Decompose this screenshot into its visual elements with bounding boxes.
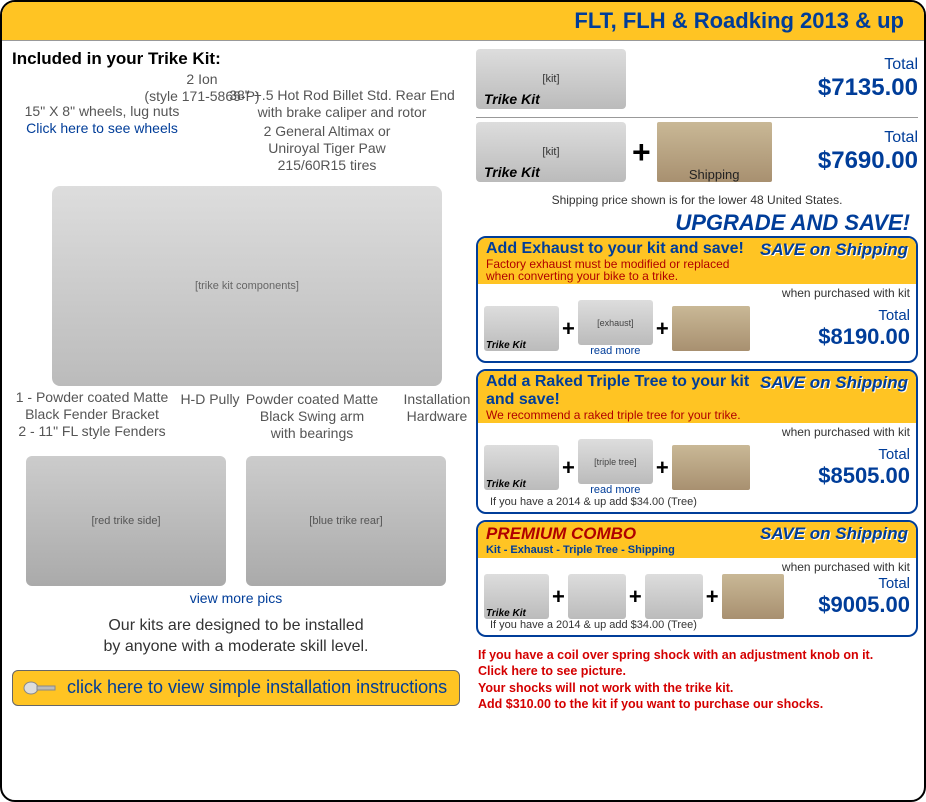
tree-thumb [645,574,703,619]
tree-bundle: Add a Raked Triple Tree to your kit and … [476,369,918,514]
save-shipping-badge: SAVE on Shipping [760,524,908,544]
bike-image-rear: [blue trike rear] [246,456,446,586]
exhaust-bundle: Add Exhaust to your kit and save! Factor… [476,236,918,363]
plus-icon: + [562,455,575,481]
ship-thumb-small [672,306,750,351]
kit-thumb-small: Trike Kit [484,574,549,619]
callout-wheels: 15" X 8" wheels, lug nuts Click here to … [12,103,192,137]
kit-only-price: Total $7135.00 [818,56,918,102]
kit-ship-row: [kit]Trike Kit + Shipping Total $7690.00 [476,118,918,190]
tree-price: Total $8505.00 [818,446,910,489]
page-header: FLT, FLH & Roadking 2013 & up [2,2,924,41]
callout-fender: 1 - Powder coated Matte Black Fender Bra… [7,389,177,439]
premium-title: PREMIUM COMBO [486,524,760,544]
premium-note: If you have a 2014 & up add $34.00 (Tree… [484,619,910,631]
diagram-callouts: 2 Ion (style 171-5865-P) 15" X 8" wheels… [12,71,460,451]
plus-icon: + [656,316,669,342]
install-instructions-button[interactable]: click here to view simple installation i… [12,670,460,706]
plus-icon: + [706,584,719,610]
read-more-link[interactable]: read more [578,345,653,357]
ship-note: Shipping price shown is for the lower 48… [476,193,918,207]
plus-icon: + [562,316,575,342]
see-picture-link[interactable]: Click here to see picture. [478,663,916,679]
bundle-header: PREMIUM COMBO Kit - Exhaust - Triple Tre… [478,522,916,558]
kit-thumb-small: Trike Kit [484,306,559,351]
premium-bundle: PREMIUM COMBO Kit - Exhaust - Triple Tre… [476,520,918,637]
plus-icon: + [656,455,669,481]
premium-sub: Kit - Exhaust - Triple Tree - Shipping [486,544,760,556]
exhaust-price: Total $8190.00 [818,307,910,350]
trike-kit-image: [trike kit components] [52,186,442,386]
product-page: FLT, FLH & Roadking 2013 & up Included i… [0,0,926,802]
plus-icon: + [629,584,642,610]
callout-rear-end: 38" +.5 Hot Rod Billet Std. Rear End wit… [212,87,472,121]
bundle-header: Add Exhaust to your kit and save! Factor… [478,238,916,284]
included-title: Included in your Trike Kit: [12,49,460,69]
read-more-link[interactable]: read more [578,484,653,496]
exhaust-sub: Factory exhaust must be modified or repl… [486,258,760,282]
exhaust-thumb: [exhaust] [578,300,653,345]
kit-thumb-small: Trike Kit [484,445,559,490]
install-link-text: click here to view simple installation i… [67,677,447,698]
kit-thumb: [kit]Trike Kit [476,122,626,182]
bike-gallery: [red trike side] [blue trike rear] [12,456,460,586]
ship-thumb-small [722,574,784,619]
tree-title: Add a Raked Triple Tree to your kit and … [486,373,760,409]
left-panel: Included in your Trike Kit: 2 Ion (style… [2,41,470,799]
view-more-pics-link[interactable]: view more pics [12,590,460,606]
callout-hardware: Installation Hardware [392,391,482,425]
right-panel: [kit]Trike Kit Total $7135.00 [kit]Trike… [470,41,924,799]
tree-note: If you have a 2014 & up add $34.00 (Tree… [484,496,910,508]
upgrade-banner: UPGRADE AND SAVE! [476,210,918,236]
kit-only-row: [kit]Trike Kit Total $7135.00 [476,45,918,118]
wrench-icon [23,676,57,700]
shock-warning: If you have a coil over spring shock wit… [476,643,918,716]
callout-swing: Powder coated Matte Black Swing arm with… [232,391,392,441]
plus-icon: + [552,584,565,610]
exhaust-thumb [568,574,626,619]
bundle-header: Add a Raked Triple Tree to your kit and … [478,371,916,423]
designed-text: Our kits are designed to be installed by… [12,616,460,658]
content-area: Included in your Trike Kit: 2 Ion (style… [2,41,924,799]
save-shipping-badge: SAVE on Shipping [760,373,908,393]
kit-ship-price: Total $7690.00 [818,129,918,175]
bike-image-side: [red trike side] [26,456,226,586]
plus-icon: + [632,134,651,171]
page-title: FLT, FLH & Roadking 2013 & up [574,8,904,33]
kit-thumb: [kit]Trike Kit [476,49,626,109]
see-wheels-link[interactable]: Click here to see wheels [12,120,192,137]
premium-price: Total $9005.00 [818,575,910,618]
exhaust-title: Add Exhaust to your kit and save! [486,240,760,258]
save-shipping-badge: SAVE on Shipping [760,240,908,260]
tree-sub: We recommend a raked triple tree for you… [486,409,760,421]
shipping-thumb: Shipping [657,122,772,182]
tree-thumb: [triple tree] [578,439,653,484]
callout-tires: 2 General Altimax or Uniroyal Tiger Paw … [242,123,412,173]
ship-thumb-small [672,445,750,490]
